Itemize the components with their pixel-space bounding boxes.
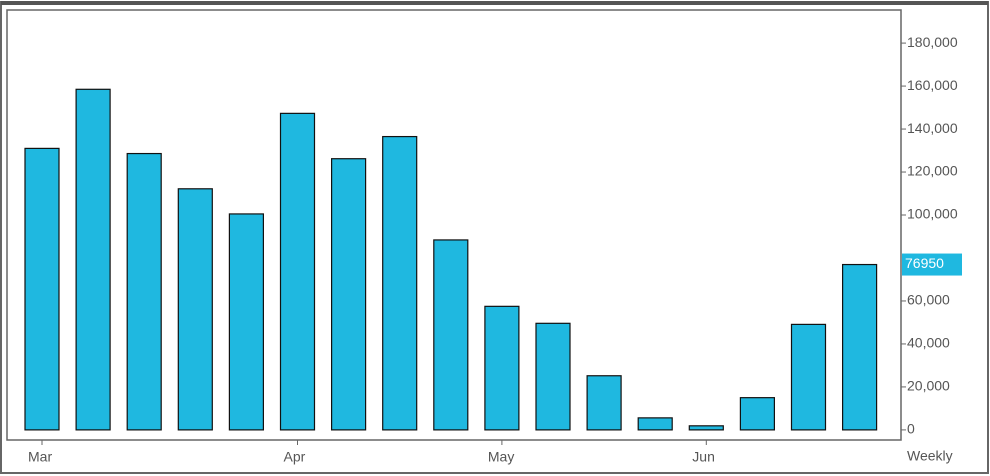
last-value-box <box>902 253 962 276</box>
y-tick-label: 0 <box>907 421 915 437</box>
y-tick-label: 120,000 <box>907 163 958 179</box>
bar <box>279 112 316 431</box>
bar <box>433 239 469 431</box>
interval-label: Weekly <box>907 448 953 464</box>
x-tick-label: Jun <box>692 449 715 465</box>
bar <box>688 425 724 431</box>
bar <box>841 263 878 431</box>
y-tick-label: 100,000 <box>907 206 958 222</box>
bar <box>177 188 213 431</box>
x-tick-label: Mar <box>28 449 52 465</box>
y-tick-label: 40,000 <box>907 335 950 351</box>
y-tick-label: 160,000 <box>907 77 958 93</box>
bar <box>382 135 418 431</box>
bar <box>790 323 827 431</box>
x-tick-label: May <box>488 449 514 465</box>
bar <box>24 147 60 431</box>
bar <box>126 152 162 431</box>
bar <box>637 417 673 431</box>
bar <box>331 158 367 431</box>
bar <box>228 213 264 431</box>
bar <box>535 322 571 431</box>
y-tick-label: 60,000 <box>907 292 950 308</box>
y-tick-label: 140,000 <box>907 120 958 136</box>
x-tick-label: Apr <box>284 449 306 465</box>
bar <box>586 375 622 431</box>
y-tick-label: 180,000 <box>907 34 958 50</box>
bar <box>739 397 776 431</box>
bar <box>75 88 111 431</box>
bar <box>484 305 520 431</box>
y-tick-label: 20,000 <box>907 378 950 394</box>
last-value-label: 76950 <box>905 255 944 271</box>
